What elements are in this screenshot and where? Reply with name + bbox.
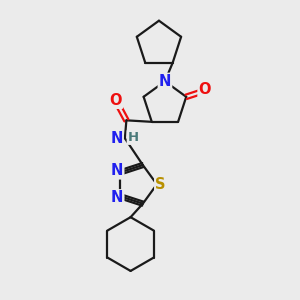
Text: O: O [199, 82, 211, 97]
Text: O: O [110, 93, 122, 108]
Text: N: N [111, 190, 123, 205]
Text: N: N [159, 74, 171, 89]
Text: H: H [128, 131, 139, 144]
Text: N: N [110, 131, 123, 146]
Text: S: S [155, 177, 166, 192]
Text: N: N [111, 164, 123, 178]
